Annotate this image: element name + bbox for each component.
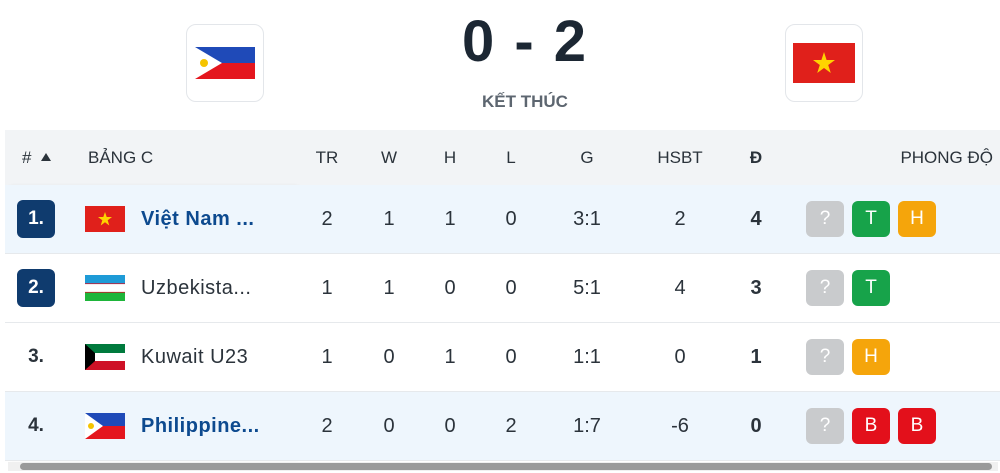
form-badge[interactable]: H <box>852 339 890 375</box>
form-badge[interactable]: ? <box>806 201 844 237</box>
stat-cell: 0 <box>750 415 762 437</box>
team-name[interactable]: Philippine... <box>141 415 260 437</box>
stat-cell: 0 <box>444 415 456 437</box>
match-status: KẾT THÚC <box>482 92 568 111</box>
stat-cell: 1:7 <box>573 415 601 437</box>
table-row[interactable]: 3. Kuwait U23 1 0 1 0 1:1 0 1? H <box>5 323 1000 392</box>
stat-cell: 4 <box>674 277 686 299</box>
team-flag <box>85 344 125 370</box>
team-flag <box>85 275 125 301</box>
form-badge[interactable]: ? <box>806 408 844 444</box>
stat-cell: 3 <box>750 277 762 299</box>
stat-cell: -6 <box>671 415 689 437</box>
away-team-logo[interactable] <box>785 24 863 102</box>
table-row[interactable]: 2. Uzbekista... 1 1 0 0 5:1 4 3? T <box>5 254 1000 323</box>
score-separator: - <box>514 9 536 74</box>
column-header[interactable]: G <box>580 148 594 167</box>
form-badge[interactable]: B <box>852 408 890 444</box>
stat-cell: 1 <box>383 277 395 299</box>
stat-cell: 0 <box>383 346 395 368</box>
column-header[interactable]: HSBT <box>657 148 703 167</box>
table-row[interactable]: 4. Philippine... 2 0 0 2 1:7 -6 0? B B <box>5 392 1000 461</box>
form-badge[interactable]: T <box>852 270 890 306</box>
stat-cell: 1 <box>321 346 333 368</box>
stat-cell: 1 <box>444 346 456 368</box>
column-header[interactable]: W <box>380 148 398 167</box>
form-badge[interactable]: H <box>898 201 936 237</box>
stat-cell: 2 <box>505 415 517 437</box>
scrollbar-thumb[interactable] <box>20 463 992 470</box>
home-score: 0 <box>461 9 497 74</box>
team-name[interactable]: Việt Nam ... <box>141 208 255 230</box>
stat-cell: 2 <box>674 208 686 230</box>
column-header: BẢNG C <box>88 148 154 167</box>
stat-cell: 2 <box>321 415 333 437</box>
stat-cell: 1 <box>750 346 762 368</box>
rank: 4. <box>28 415 44 436</box>
stat-cell: 0 <box>383 415 395 437</box>
flag <box>793 43 855 83</box>
column-header[interactable]: Đ <box>749 148 763 167</box>
stat-cell: 0 <box>505 208 517 230</box>
form-badge[interactable]: B <box>898 408 936 444</box>
stat-cell: 0 <box>505 277 517 299</box>
column-header[interactable]: PHONG ĐỘ <box>900 148 993 167</box>
stat-cell: 5:1 <box>573 277 601 299</box>
rank: 1. <box>17 200 55 238</box>
sort-icon[interactable] <box>40 152 52 162</box>
form-badge[interactable]: T <box>852 201 890 237</box>
table-row[interactable]: 1. Việt Nam ... 2 1 1 0 3:1 2 4? T H <box>5 185 1000 254</box>
stat-cell: 1 <box>444 208 456 230</box>
rank: 2. <box>17 269 55 307</box>
rank: 3. <box>28 346 44 367</box>
column-header[interactable]: # <box>22 148 32 167</box>
team-name[interactable]: Uzbekista... <box>141 277 252 299</box>
stat-cell: 1 <box>383 208 395 230</box>
stat-cell: 1 <box>321 277 333 299</box>
score: 0 - 2 <box>400 8 650 75</box>
form-badge[interactable]: ? <box>806 270 844 306</box>
stat-cell: 0 <box>444 277 456 299</box>
flag <box>195 47 255 79</box>
column-header[interactable]: H <box>443 148 457 167</box>
column-header[interactable]: TR <box>315 148 339 167</box>
stat-cell: 0 <box>674 346 686 368</box>
team-flag <box>85 206 125 232</box>
stat-cell: 0 <box>505 346 517 368</box>
column-header[interactable]: L <box>506 148 516 167</box>
form-badge[interactable]: ? <box>806 339 844 375</box>
team-flag <box>85 413 125 439</box>
stat-cell: 2 <box>321 208 333 230</box>
scrollbar-track <box>8 462 998 471</box>
away-score: 2 <box>553 9 589 74</box>
team-name[interactable]: Kuwait U23 <box>141 346 249 368</box>
stat-cell: 4 <box>750 208 762 230</box>
stat-cell: 3:1 <box>573 208 601 230</box>
table-header <box>5 130 1000 185</box>
home-team-logo[interactable] <box>186 24 264 102</box>
stat-cell: 1:1 <box>573 346 601 368</box>
